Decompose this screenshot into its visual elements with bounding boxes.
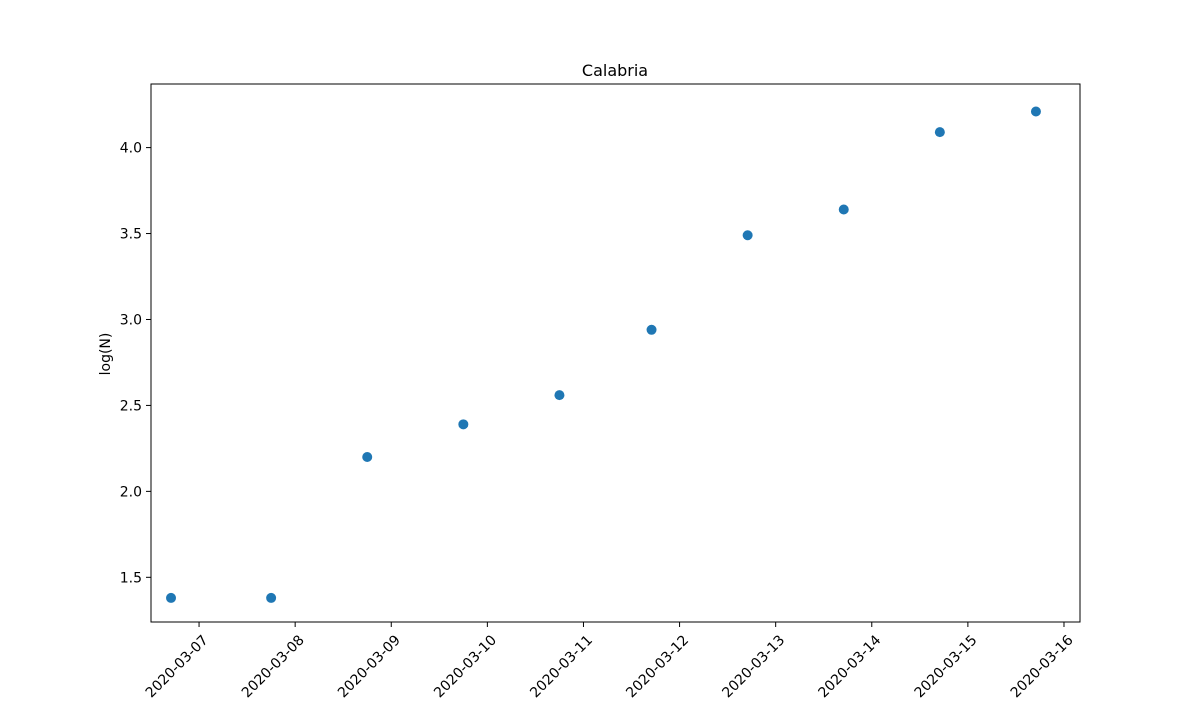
- x-tick-label: 2020-03-13: [719, 632, 788, 700]
- y-tick-label: 2.0: [120, 484, 142, 500]
- chart-title: Calabria: [582, 61, 648, 80]
- x-tick-label: 2020-03-10: [431, 632, 500, 700]
- data-point: [838, 204, 849, 215]
- data-point: [458, 419, 469, 430]
- y-tick-label: 4.0: [120, 141, 142, 157]
- data-point: [362, 451, 373, 462]
- data-point: [742, 230, 753, 241]
- x-tick-label: 2020-03-15: [912, 632, 981, 700]
- y-tick-label: 3.5: [120, 227, 142, 243]
- x-tick-label: 2020-03-12: [623, 632, 692, 700]
- axes-frame: [150, 83, 1081, 623]
- y-tick-label: 1.5: [120, 570, 142, 586]
- data-point: [1030, 106, 1041, 117]
- y-tick-label: 2.5: [120, 398, 142, 414]
- data-point: [166, 592, 177, 603]
- x-tick-label: 2020-03-14: [816, 632, 885, 700]
- x-tick-label: 2020-03-08: [239, 632, 308, 700]
- x-tick-label: 2020-03-09: [335, 632, 404, 700]
- plot-area: 2020-03-07 2020-03-08 2020-03-09 2020-03-10…: [120, 83, 1081, 701]
- y-tick-label: 3.0: [120, 312, 142, 328]
- data-point: [554, 390, 565, 401]
- x-tick-label: 2020-03-11: [527, 632, 596, 700]
- y-axis-label: log(N): [98, 333, 114, 376]
- x-tick-label: 2020-03-16: [1008, 632, 1077, 700]
- data-point: [934, 127, 945, 138]
- data-point: [646, 324, 657, 335]
- data-point: [266, 592, 277, 603]
- x-tick-label: 2020-03-07: [143, 632, 212, 700]
